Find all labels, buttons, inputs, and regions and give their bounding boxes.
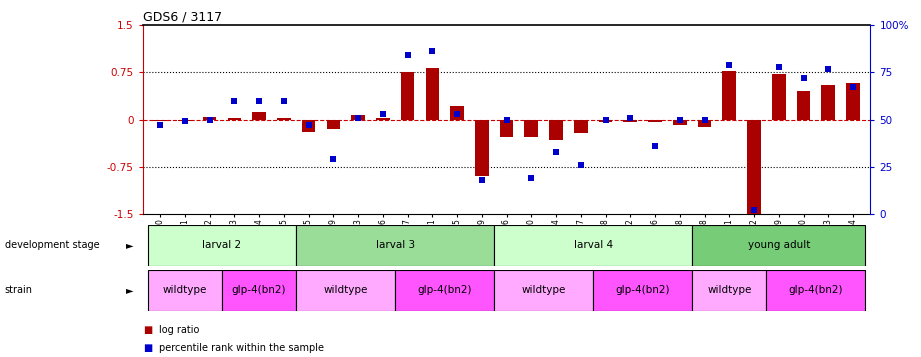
Text: glp-4(bn2): glp-4(bn2) [788, 285, 843, 295]
Bar [395, 270, 495, 311]
Bar [147, 225, 297, 266]
Bar [153, 120, 167, 121]
Bar [722, 71, 736, 120]
Bar [277, 118, 291, 120]
Bar [549, 120, 563, 140]
Text: ■: ■ [143, 325, 152, 335]
Text: larval 3: larval 3 [376, 240, 414, 251]
Text: GDS6 / 3117: GDS6 / 3117 [143, 11, 222, 24]
Bar [327, 120, 340, 129]
Text: log ratio: log ratio [159, 325, 200, 335]
Bar [599, 120, 612, 122]
Bar [495, 225, 693, 266]
Bar [222, 270, 297, 311]
Bar [772, 74, 786, 120]
Bar [500, 120, 513, 137]
Bar [203, 117, 216, 120]
Text: larval 2: larval 2 [203, 240, 241, 251]
Bar [648, 120, 662, 122]
Bar [495, 270, 593, 311]
Bar [524, 120, 538, 137]
Text: wildtype: wildtype [163, 285, 207, 295]
Bar [693, 270, 766, 311]
Bar [297, 225, 495, 266]
Bar [302, 120, 315, 132]
Text: wildtype: wildtype [323, 285, 367, 295]
Bar [450, 106, 464, 120]
Bar [475, 120, 489, 176]
Bar [401, 72, 414, 120]
Text: strain: strain [5, 285, 32, 295]
Text: glp-4(bn2): glp-4(bn2) [232, 285, 286, 295]
Bar [698, 120, 711, 127]
Text: ■: ■ [143, 343, 152, 353]
Bar [624, 120, 637, 122]
Bar [376, 118, 390, 120]
Text: glp-4(bn2): glp-4(bn2) [615, 285, 670, 295]
Bar [747, 120, 761, 223]
Bar [693, 225, 866, 266]
Text: wildtype: wildtype [707, 285, 752, 295]
Text: glp-4(bn2): glp-4(bn2) [417, 285, 472, 295]
Text: ►: ► [126, 240, 134, 251]
Text: percentile rank within the sample: percentile rank within the sample [159, 343, 324, 353]
Text: larval 4: larval 4 [574, 240, 612, 251]
Bar [797, 91, 810, 120]
Text: wildtype: wildtype [521, 285, 565, 295]
Text: young adult: young adult [748, 240, 810, 251]
Bar [252, 112, 266, 120]
Bar [147, 270, 222, 311]
Bar [351, 115, 365, 120]
Bar [766, 270, 866, 311]
Bar [822, 85, 835, 120]
Bar [574, 120, 588, 134]
Bar [593, 270, 693, 311]
Bar [673, 120, 686, 125]
Bar [846, 83, 860, 120]
Bar [227, 118, 241, 120]
Text: ►: ► [126, 285, 134, 295]
Text: development stage: development stage [5, 240, 99, 251]
Bar [178, 120, 192, 121]
Bar [426, 68, 439, 120]
Bar [297, 270, 395, 311]
